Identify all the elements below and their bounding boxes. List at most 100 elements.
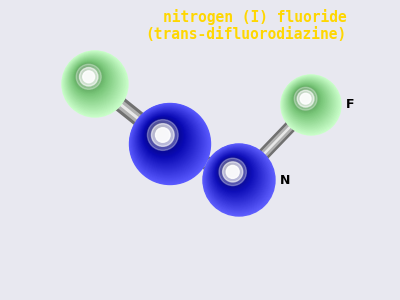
Circle shape (153, 124, 168, 139)
Circle shape (291, 84, 323, 116)
Circle shape (83, 71, 95, 83)
Circle shape (285, 79, 333, 127)
Circle shape (297, 90, 311, 104)
Circle shape (220, 159, 245, 184)
Circle shape (216, 156, 251, 190)
Circle shape (289, 82, 327, 120)
Circle shape (78, 66, 97, 85)
Circle shape (70, 58, 113, 101)
Circle shape (143, 116, 185, 158)
Circle shape (290, 83, 324, 118)
Circle shape (150, 121, 174, 146)
Circle shape (70, 58, 114, 102)
Circle shape (147, 119, 179, 151)
Circle shape (208, 148, 266, 206)
Circle shape (64, 53, 124, 113)
Circle shape (67, 56, 118, 106)
Circle shape (205, 146, 271, 212)
Circle shape (81, 69, 91, 79)
Circle shape (76, 64, 102, 90)
Circle shape (224, 162, 237, 176)
Circle shape (130, 104, 209, 183)
Circle shape (206, 147, 269, 209)
Circle shape (282, 76, 339, 133)
Circle shape (62, 51, 127, 116)
Circle shape (204, 144, 274, 215)
Circle shape (76, 64, 100, 88)
Circle shape (294, 87, 318, 111)
Circle shape (301, 93, 305, 97)
Circle shape (84, 72, 85, 73)
Circle shape (70, 59, 112, 100)
Circle shape (203, 144, 275, 216)
Text: nitrogen (I) fluoride
(trans-difluorodiazine): nitrogen (I) fluoride (trans-difluorodia… (146, 9, 347, 42)
Circle shape (217, 156, 250, 190)
Circle shape (66, 55, 119, 108)
Circle shape (298, 91, 308, 101)
Circle shape (132, 106, 206, 180)
Circle shape (156, 127, 162, 134)
Circle shape (293, 86, 318, 111)
Circle shape (210, 150, 263, 203)
Circle shape (298, 91, 309, 102)
Circle shape (284, 78, 334, 128)
Circle shape (218, 157, 248, 187)
Circle shape (133, 106, 204, 178)
Circle shape (286, 80, 331, 124)
Circle shape (76, 64, 101, 89)
Circle shape (290, 84, 324, 117)
Circle shape (283, 76, 338, 132)
Circle shape (152, 124, 168, 140)
Circle shape (154, 126, 165, 136)
Circle shape (284, 77, 336, 130)
Circle shape (291, 84, 322, 116)
Circle shape (295, 88, 314, 107)
Circle shape (67, 56, 118, 107)
Circle shape (155, 126, 163, 134)
Circle shape (135, 109, 200, 173)
Circle shape (156, 128, 161, 132)
Circle shape (301, 94, 303, 96)
Circle shape (301, 94, 304, 97)
Circle shape (286, 79, 332, 126)
Circle shape (300, 92, 306, 98)
Circle shape (218, 158, 247, 186)
Circle shape (299, 92, 307, 100)
Circle shape (146, 118, 180, 152)
Circle shape (137, 110, 197, 171)
Circle shape (223, 162, 243, 182)
Circle shape (213, 153, 257, 197)
Circle shape (84, 71, 86, 74)
Circle shape (220, 159, 244, 183)
Circle shape (66, 55, 121, 110)
Circle shape (228, 166, 229, 167)
Circle shape (285, 79, 334, 128)
Circle shape (153, 125, 167, 138)
Circle shape (72, 61, 108, 96)
Circle shape (215, 155, 252, 192)
Circle shape (292, 85, 321, 114)
Circle shape (74, 63, 104, 92)
Circle shape (80, 68, 92, 80)
Circle shape (284, 78, 336, 130)
Circle shape (148, 120, 177, 149)
Circle shape (137, 110, 196, 170)
Circle shape (214, 154, 255, 194)
Circle shape (208, 149, 265, 205)
Circle shape (219, 158, 246, 185)
Circle shape (72, 60, 108, 97)
Circle shape (298, 91, 310, 103)
Circle shape (154, 125, 166, 137)
Circle shape (151, 123, 171, 143)
Circle shape (80, 68, 93, 81)
Circle shape (62, 51, 128, 117)
Circle shape (132, 105, 207, 181)
Circle shape (221, 160, 242, 181)
Circle shape (64, 52, 125, 114)
Circle shape (138, 112, 194, 167)
Circle shape (63, 52, 126, 116)
Circle shape (292, 86, 320, 113)
Circle shape (78, 66, 96, 84)
Circle shape (136, 110, 198, 172)
Circle shape (281, 75, 340, 134)
